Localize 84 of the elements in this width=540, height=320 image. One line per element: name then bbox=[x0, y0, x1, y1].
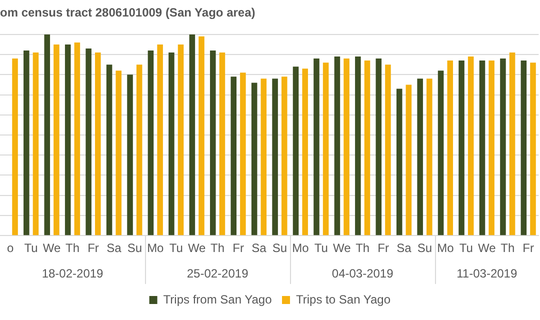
bar bbox=[64, 44, 71, 236]
bar bbox=[406, 84, 412, 236]
legend-label: Trips from San Yago bbox=[163, 292, 272, 306]
bar bbox=[54, 44, 60, 236]
bar bbox=[530, 62, 536, 236]
bar bbox=[376, 58, 382, 236]
bar bbox=[44, 34, 50, 236]
bar bbox=[385, 64, 391, 236]
x-tick-label: Mo bbox=[147, 241, 164, 256]
bar bbox=[509, 52, 516, 236]
bar bbox=[344, 58, 350, 236]
bar bbox=[24, 50, 30, 236]
x-tick-label: Su bbox=[417, 241, 432, 256]
x-tick-label: Tu bbox=[24, 241, 38, 256]
x-tick-label: We bbox=[42, 241, 62, 256]
x-tick-label: Th bbox=[500, 241, 515, 256]
x-tick-label: Tu bbox=[459, 241, 473, 256]
text: 11-03-2019 bbox=[456, 266, 518, 280]
bar bbox=[468, 56, 474, 236]
bar bbox=[116, 70, 122, 236]
x-tick-label: Sa bbox=[396, 241, 412, 256]
bar bbox=[127, 74, 133, 236]
x-tick-label: Sa bbox=[106, 241, 122, 256]
x-tick-label: Sa bbox=[252, 241, 267, 256]
x-tick-label: Th bbox=[210, 241, 225, 256]
x-tick-label: Fr bbox=[232, 241, 244, 256]
bar bbox=[189, 34, 196, 236]
bar bbox=[314, 58, 320, 236]
bar bbox=[281, 76, 288, 236]
x-tick-label: Fr bbox=[378, 241, 389, 256]
x-tick-label: Fr bbox=[522, 241, 534, 256]
bar bbox=[355, 56, 361, 236]
bar bbox=[260, 78, 267, 236]
x-tick-label: Tu bbox=[169, 241, 183, 256]
x-tick-label: Su bbox=[272, 241, 288, 256]
x-tick-label: Th bbox=[66, 241, 80, 256]
bar bbox=[417, 78, 423, 236]
bar bbox=[74, 42, 80, 236]
bar bbox=[292, 66, 299, 236]
bar bbox=[157, 44, 163, 236]
bar bbox=[240, 72, 246, 236]
text: 04-03-2019 bbox=[332, 266, 394, 280]
bar bbox=[178, 44, 184, 236]
x-tick-label: Fr bbox=[88, 241, 99, 256]
bar bbox=[210, 50, 216, 236]
x-tick-label: We bbox=[332, 241, 352, 256]
x-tick-label: Tu bbox=[314, 241, 328, 256]
bar bbox=[458, 60, 464, 236]
x-tick-label: Th bbox=[356, 241, 370, 256]
text: 18-02-2019 bbox=[42, 266, 104, 280]
bar bbox=[12, 58, 18, 236]
bar bbox=[148, 50, 154, 236]
bar bbox=[230, 76, 236, 236]
bar bbox=[520, 60, 527, 236]
bar bbox=[32, 52, 39, 236]
x-tick-label: We bbox=[478, 241, 496, 256]
bar bbox=[364, 60, 370, 236]
bar bbox=[334, 56, 340, 236]
bar bbox=[500, 58, 506, 236]
bar bbox=[251, 82, 258, 236]
bar bbox=[219, 52, 226, 236]
bar bbox=[272, 78, 278, 236]
x-tick-label: Mo bbox=[437, 241, 454, 256]
bar bbox=[95, 52, 101, 236]
chart-title: om census tract 2806101009 (San Yago area) bbox=[0, 6, 256, 20]
x-tick-label: We bbox=[188, 241, 206, 256]
x-tick-label: Su bbox=[127, 241, 142, 256]
bar bbox=[198, 36, 204, 236]
bar bbox=[106, 64, 112, 236]
bar bbox=[302, 68, 308, 236]
bar bbox=[426, 78, 432, 236]
x-tick-label: Mo bbox=[292, 241, 310, 256]
text: 25-02-2019 bbox=[186, 266, 249, 280]
bar bbox=[136, 64, 142, 236]
x-tick-label: o bbox=[7, 241, 14, 256]
bar bbox=[322, 62, 329, 236]
legend-label: Trips to San Yago bbox=[296, 292, 391, 306]
bar bbox=[396, 88, 402, 236]
bar bbox=[86, 48, 92, 236]
bar bbox=[488, 60, 494, 236]
bar bbox=[479, 60, 486, 236]
bar bbox=[438, 70, 444, 236]
bar bbox=[168, 52, 174, 236]
bar bbox=[447, 60, 454, 236]
